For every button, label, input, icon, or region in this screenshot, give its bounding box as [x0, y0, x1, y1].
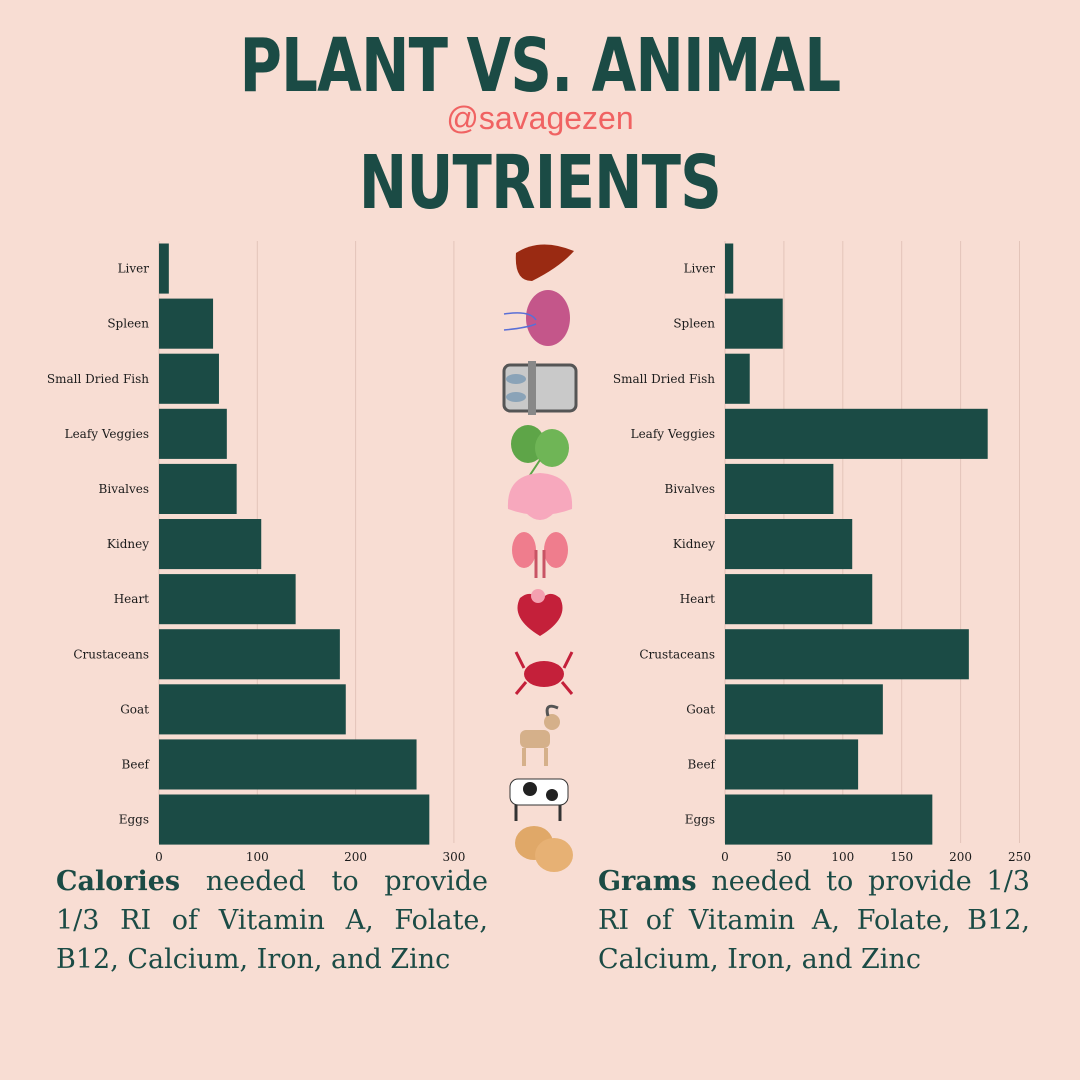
calories-tick-0: 0 [155, 850, 163, 864]
chart-grams: Liver Spleen Small Dried Fish Leafy Veggies… [613, 241, 1031, 864]
grams-label-spleen: Spleen [673, 317, 715, 331]
calories-tick-100: 100 [246, 850, 269, 864]
calories-bar-eggs [159, 794, 430, 845]
grams-label-crustaceans: Crustaceans [639, 647, 715, 661]
grams-bar-leafy-veggies [725, 408, 988, 459]
calories-label-bivalves: Bivalves [99, 482, 149, 496]
grams-label-liver: Liver [684, 262, 716, 276]
calories-label-goat: Goat [120, 702, 149, 716]
grams-label-beef: Beef [688, 757, 717, 771]
grams-label-goat: Goat [686, 702, 715, 716]
leafy-veggies-icon [511, 425, 569, 479]
grams-tick-0: 0 [721, 850, 729, 864]
calories-label-liver: Liver [118, 262, 150, 276]
caption-calories-text: needed to provide 1/3 RI of Vitamin A, F… [56, 866, 488, 975]
calories-label-kidney: Kidney [107, 537, 149, 551]
grams-bar-kidney [725, 519, 853, 570]
food-icons-column [502, 244, 578, 872]
grams-tick-100: 100 [831, 850, 854, 864]
grams-bar-eggs [725, 794, 933, 845]
chart-calories: Liver Spleen Small Dried Fish Leafy Veggies… [47, 241, 465, 864]
caption-grams-text: needed to provide 1/3 RI of Vitamin A, F… [598, 866, 1030, 975]
grams-bar-heart [725, 574, 873, 625]
grams-bar-goat [725, 684, 883, 735]
calories-bar-bivalves [159, 463, 237, 514]
caption-grams-bold: Grams [598, 866, 697, 897]
calories-bar-beef [159, 739, 417, 790]
grams-tick-250: 250 [1008, 850, 1031, 864]
calories-bar-kidney [159, 519, 262, 570]
calories-bar-small-dried-fish [159, 353, 219, 404]
goat-icon [520, 704, 560, 766]
calories-bar-spleen [159, 298, 214, 349]
kidney-icon [512, 532, 568, 578]
grams-tick-200: 200 [949, 850, 972, 864]
calories-label-spleen: Spleen [107, 317, 149, 331]
heart-icon [517, 589, 563, 636]
caption-calories-bold: Calories [56, 866, 181, 897]
calories-label-leafy-veggies: Leafy Veggies [65, 427, 149, 441]
calories-bar-leafy-veggies [159, 408, 227, 459]
liver-icon [515, 244, 574, 281]
grams-label-kidney: Kidney [673, 537, 715, 551]
eggs-icon [515, 826, 573, 872]
spleen-icon [503, 290, 570, 346]
calories-bar-liver [159, 243, 169, 294]
grams-tick-50: 50 [776, 850, 791, 864]
calories-tick-200: 200 [344, 850, 367, 864]
cow-icon [509, 778, 569, 821]
calories-bar-goat [159, 684, 346, 735]
title-line-1: PLANT VS. ANIMAL [239, 23, 841, 109]
calories-label-eggs: Eggs [119, 813, 149, 827]
grams-bar-beef [725, 739, 859, 790]
author-handle: @savagezen [446, 100, 634, 136]
calories-label-beef: Beef [122, 757, 151, 771]
bivalve-shell-icon [507, 473, 573, 520]
grams-bar-liver [725, 243, 734, 294]
grams-bar-small-dried-fish [725, 353, 750, 404]
grams-label-bivalves: Bivalves [665, 482, 715, 496]
grams-label-leafy-veggies: Leafy Veggies [631, 427, 715, 441]
grams-bar-bivalves [725, 463, 834, 514]
calories-bar-crustaceans [159, 629, 340, 680]
calories-label-heart: Heart [114, 592, 149, 606]
calories-tick-300: 300 [442, 850, 465, 864]
caption-calories: Calories needed to provide 1/3 RI of Vit… [56, 862, 488, 979]
grams-label-eggs: Eggs [685, 813, 715, 827]
dried-fish-tin-icon [502, 361, 578, 415]
calories-bar-heart [159, 574, 296, 625]
title-line-2: NUTRIENTS [358, 140, 722, 226]
grams-tick-150: 150 [890, 850, 913, 864]
crab-icon [514, 651, 574, 695]
grams-label-small-dried-fish: Small Dried Fish [613, 372, 715, 386]
grams-label-heart: Heart [680, 592, 715, 606]
grams-bar-crustaceans [725, 629, 969, 680]
calories-label-crustaceans: Crustaceans [73, 647, 149, 661]
grams-bar-spleen [725, 298, 783, 349]
calories-label-small-dried-fish: Small Dried Fish [47, 372, 149, 386]
caption-grams: Grams needed to provide 1/3 RI of Vitami… [598, 862, 1030, 979]
